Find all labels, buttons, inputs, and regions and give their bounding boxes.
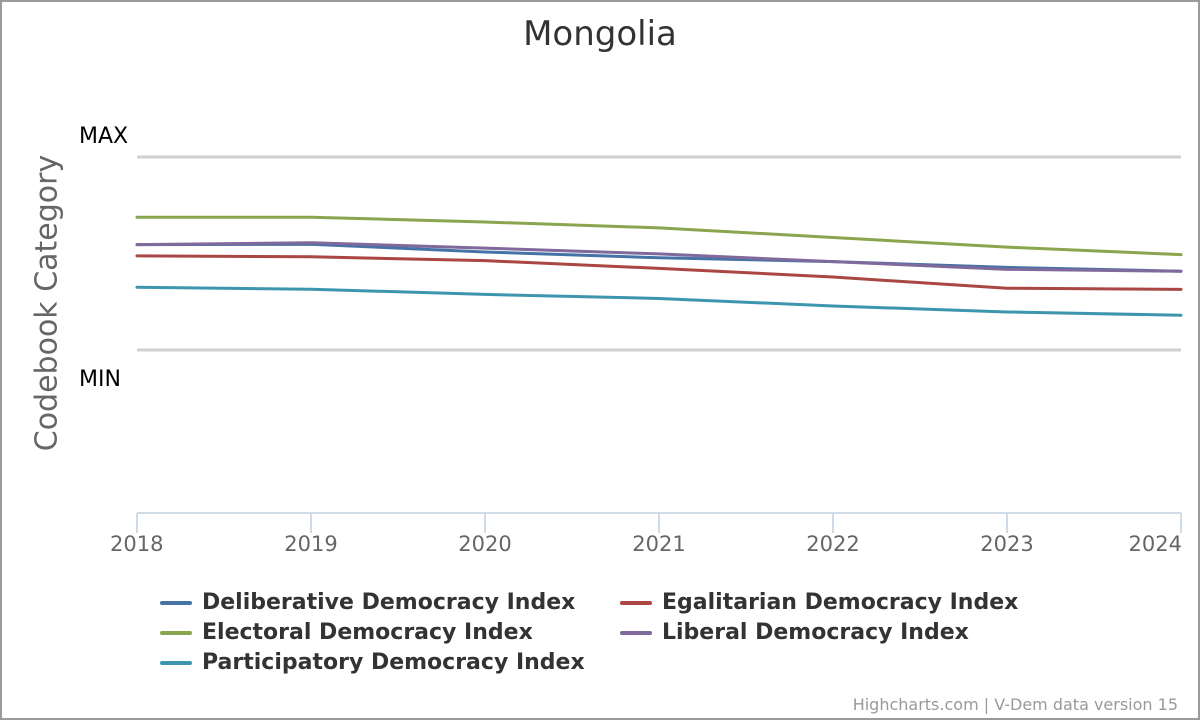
- y-category-min-label: MIN: [79, 367, 121, 392]
- legend-swatch: [620, 600, 652, 605]
- legend-swatch: [160, 630, 192, 635]
- legend-item[interactable]: Participatory Democracy Index: [160, 650, 585, 675]
- x-tick-label: 2019: [284, 532, 337, 556]
- chart-title: Mongolia: [523, 14, 677, 54]
- legend-swatch: [160, 660, 192, 665]
- series-line-electoral-democracy-index[interactable]: [135, 215, 1183, 257]
- legend-label: Electoral Democracy Index: [202, 620, 533, 645]
- x-tick-label: 2022: [806, 532, 859, 556]
- y-category-max-label: MAX: [79, 124, 129, 149]
- x-tick-label: 2020: [458, 532, 511, 556]
- legend-label: Egalitarian Democracy Index: [662, 590, 1019, 615]
- legend-item[interactable]: Electoral Democracy Index: [160, 620, 533, 645]
- x-tick-label: 2024: [1129, 532, 1182, 556]
- x-tick-label: 2018: [110, 532, 163, 556]
- legend-label: Liberal Democracy Index: [662, 620, 969, 645]
- x-tick-label: 2023: [980, 532, 1033, 556]
- legend-swatch: [620, 630, 652, 635]
- legend-label: Deliberative Democracy Index: [202, 590, 576, 615]
- series-line-participatory-democracy-index[interactable]: [135, 285, 1183, 317]
- credits-text[interactable]: Highcharts.com | V-Dem data version 15: [852, 695, 1178, 714]
- legend-item[interactable]: Egalitarian Democracy Index: [620, 590, 1018, 615]
- x-tick-label: 2021: [632, 532, 685, 556]
- legend-item[interactable]: Deliberative Democracy Index: [160, 590, 575, 615]
- series-line-liberal-democracy-index[interactable]: [135, 241, 1183, 273]
- series-line-egalitarian-democracy-index[interactable]: [135, 254, 1183, 291]
- legend-item[interactable]: Liberal Democracy Index: [620, 620, 969, 645]
- legend-label: Participatory Democracy Index: [202, 650, 585, 675]
- legend-swatch: [160, 600, 192, 605]
- series-line-deliberative-democracy-index[interactable]: [135, 242, 1183, 273]
